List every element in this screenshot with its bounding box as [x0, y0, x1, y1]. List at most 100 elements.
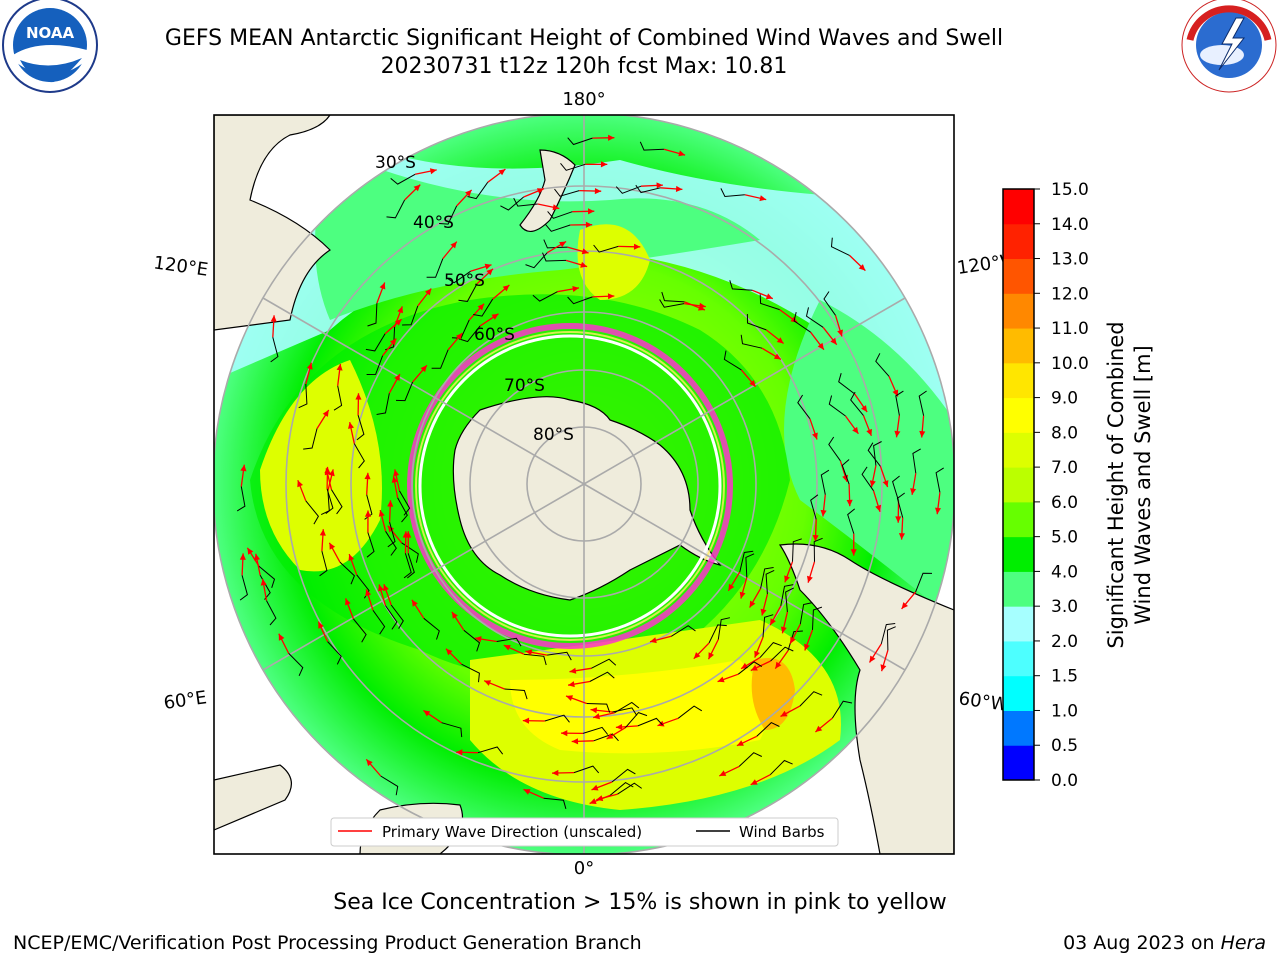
- wind-barb: [496, 637, 522, 647]
- wave-arrow-head: [365, 589, 372, 597]
- wind-barb: [298, 383, 308, 409]
- wave-arrow-head: [306, 362, 313, 370]
- footer-credit: NCEP/EMC/Verification Post Processing Pr…: [13, 932, 642, 954]
- wind-barb: [591, 658, 617, 669]
- wind-barb: [759, 642, 782, 658]
- wind-barb: [397, 497, 408, 523]
- wind-barb: [659, 299, 685, 308]
- wave-arrow-head: [770, 618, 776, 626]
- wind-barb: [760, 567, 774, 589]
- wave-arrow-head: [607, 293, 615, 300]
- wave-arrow-head: [445, 648, 453, 656]
- sea-ice-edge: [407, 323, 733, 649]
- wind-barb: [387, 522, 396, 548]
- wave-arrow-head: [580, 261, 588, 268]
- wind-barb: [423, 617, 440, 640]
- wave-arrow-head: [455, 333, 463, 340]
- wind-barb: [935, 467, 944, 493]
- wave-arrow-head: [807, 575, 813, 583]
- wind-barb: [896, 492, 905, 518]
- wind-barb: [390, 604, 404, 629]
- wave-arrow-head: [678, 150, 686, 157]
- wave-arrow-head: [429, 168, 437, 175]
- wave-arrow-head: [591, 784, 599, 791]
- wave-arrow-head: [780, 710, 788, 717]
- wind-barb: [841, 459, 850, 485]
- wind-barb: [402, 305, 419, 326]
- wave-arrow-head: [502, 285, 510, 292]
- wind-barb: [365, 333, 386, 352]
- colorbar-tick-label: 8.0: [1051, 423, 1078, 443]
- wind-barb: [327, 641, 342, 665]
- wave-arrow-head: [581, 248, 589, 255]
- wind-barb: [331, 489, 343, 515]
- colorbar-segment: [1003, 362, 1034, 399]
- wave-arrow-head: [585, 221, 593, 228]
- wind-barb: [339, 561, 355, 585]
- wave-arrow-head: [760, 608, 767, 616]
- wave-arrow-head: [393, 469, 400, 477]
- wind-barb: [729, 280, 753, 291]
- colorbar-segment: [1003, 467, 1034, 503]
- wave-arrow-head: [882, 480, 889, 487]
- colorbar-tick-label: 0.5: [1051, 736, 1078, 756]
- wind-barb: [614, 701, 640, 714]
- lat-label-30s: 30°S: [375, 153, 416, 173]
- wave-arrow-head: [739, 591, 746, 599]
- colorbar-segment: [1003, 710, 1034, 746]
- wind-barb: [723, 350, 742, 371]
- wind-barb: [769, 759, 793, 776]
- wind-barb: [739, 550, 754, 573]
- colorbar-tick-label: 14.0: [1051, 215, 1089, 235]
- wave-arrow-head: [754, 650, 760, 658]
- wind-barb: [792, 538, 802, 562]
- wave-arrow-head: [378, 584, 384, 592]
- wind-barb: [637, 717, 663, 727]
- wave-arrow-head: [405, 531, 412, 538]
- wave-arrow-head: [866, 428, 872, 436]
- wave-arrow-head: [474, 636, 482, 643]
- footer-date: 03 Aug 2023 on Hera: [1063, 932, 1266, 954]
- wave-arrow-head: [594, 188, 602, 195]
- wind-barb: [385, 531, 397, 556]
- wave-arrow-head: [383, 584, 389, 592]
- wind-barb: [810, 494, 819, 520]
- wind-barb: [615, 185, 642, 194]
- wind-barb: [441, 722, 463, 738]
- wind-barb: [467, 182, 489, 200]
- colorbar-tick-label: 2.0: [1051, 632, 1078, 652]
- wave-arrow-head: [423, 710, 431, 717]
- wave-arrow-head: [765, 293, 773, 300]
- wave-arrow-head: [503, 645, 511, 651]
- wind-barb: [831, 700, 853, 719]
- wind-barb: [542, 252, 567, 262]
- wind-barb: [661, 291, 685, 303]
- wind-barb: [390, 173, 416, 185]
- wind-barb: [828, 436, 841, 462]
- sea-ice-caption: Sea Ice Concentration > 15% is shown in …: [333, 890, 947, 915]
- wind-barb: [912, 448, 921, 474]
- lat-label-40s: 40°S: [413, 213, 454, 233]
- map-legend: Primary Wave Direction (unscaled) Wind B…: [330, 817, 839, 847]
- wave-arrow-head: [593, 713, 600, 720]
- wind-barb: [892, 475, 900, 501]
- colorbar-tick-label: 4.0: [1051, 562, 1078, 582]
- wind-barb: [376, 393, 390, 415]
- wind-barb: [586, 703, 611, 713]
- colorbar-title-line1: Significant Height of Combined: [1104, 321, 1128, 648]
- wind-barb: [545, 224, 571, 232]
- wind-barb: [895, 390, 904, 416]
- colorbar-tick-label: 7.0: [1051, 458, 1078, 478]
- wind-barb: [395, 381, 414, 402]
- wave-arrow-head: [566, 695, 573, 701]
- wave-arrow-head: [379, 282, 386, 290]
- wind-barb: [547, 651, 572, 661]
- wave-arrow-head: [389, 338, 397, 346]
- colorbar-tick-label: 0.0: [1051, 771, 1078, 791]
- wind-barb: [746, 313, 767, 331]
- wave-arrow-head: [606, 733, 614, 739]
- wind-barb: [625, 712, 648, 729]
- wave-arrow-head: [394, 374, 400, 381]
- wind-barb: [717, 617, 731, 640]
